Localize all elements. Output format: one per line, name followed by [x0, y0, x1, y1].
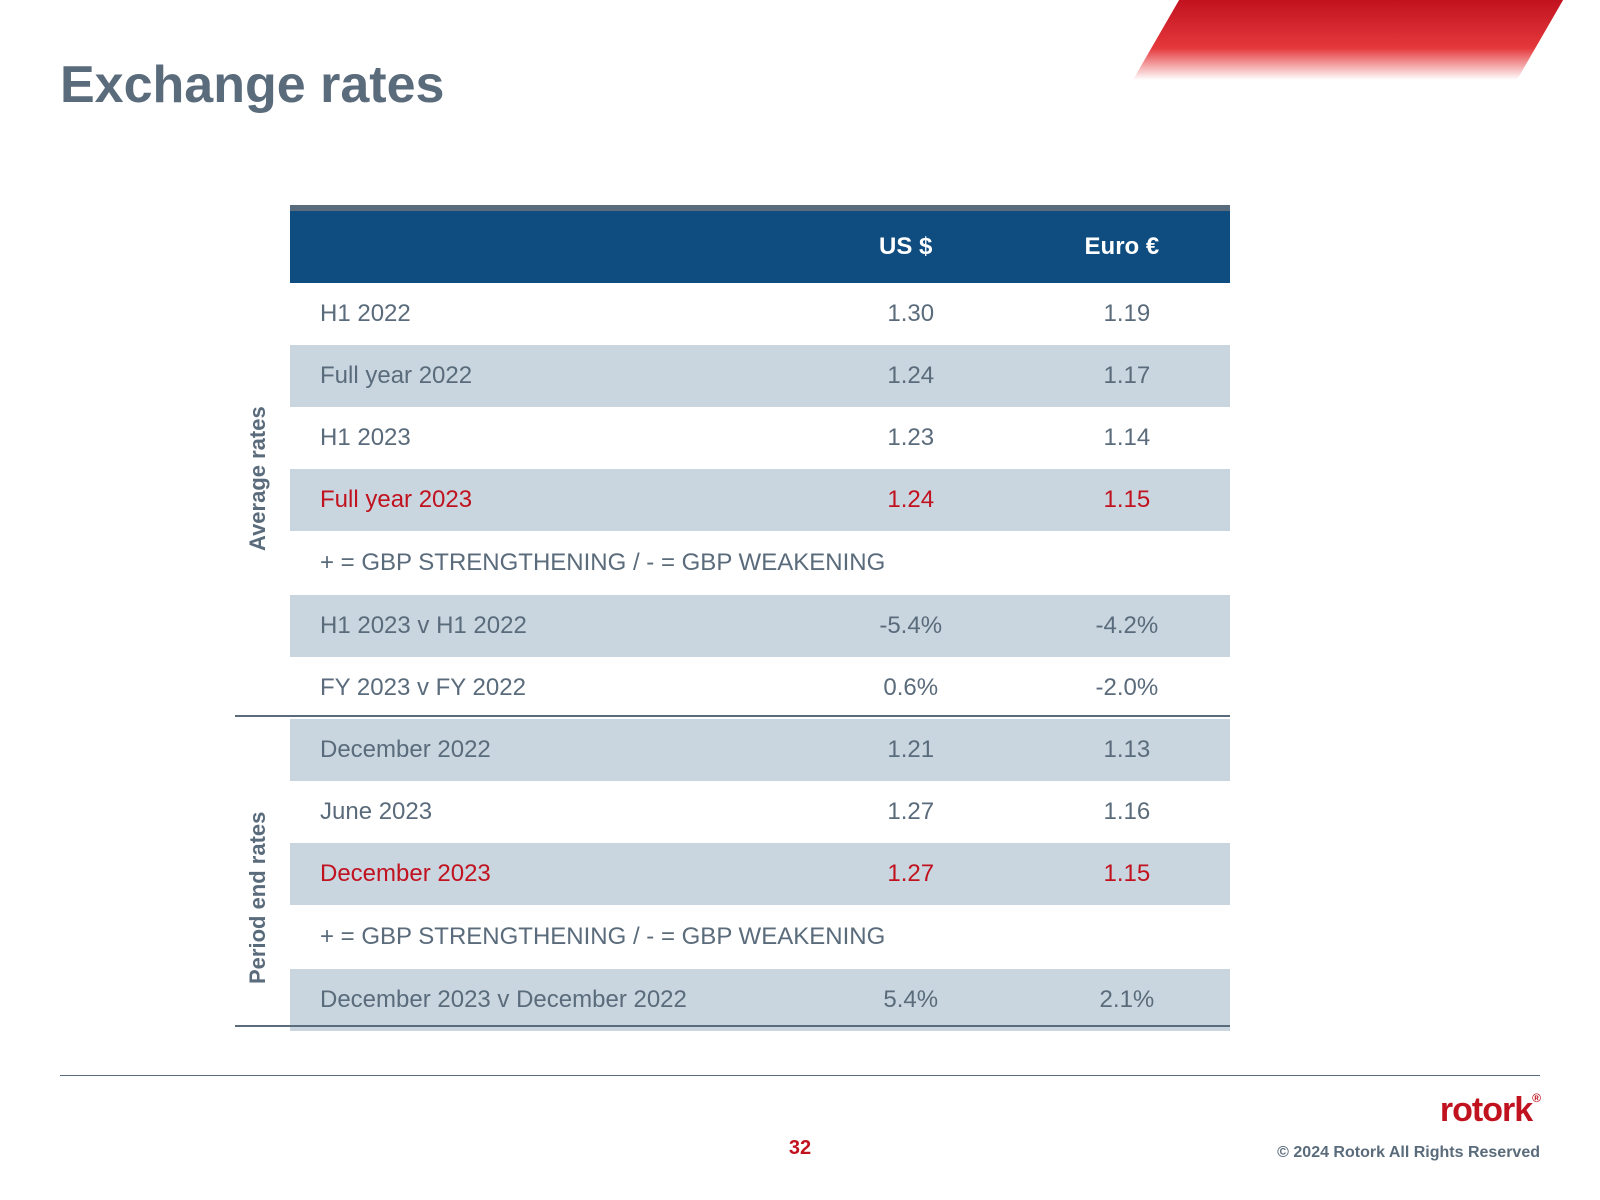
section-label-period: Period end rates — [245, 735, 271, 1060]
table-row: December 20221.211.13 — [290, 719, 1230, 781]
table-header: US $ Euro € — [290, 208, 1230, 283]
chevron-decoration — [1162, 0, 1540, 120]
table-row: December 2023 v December 20225.4%2.1% — [290, 969, 1230, 1031]
table-row: June 20231.271.16 — [290, 781, 1230, 843]
table-row: Full year 20221.241.17 — [290, 345, 1230, 407]
footer-divider — [60, 1075, 1540, 1076]
table-row: H1 20221.301.19 — [290, 283, 1230, 345]
copyright-text: © 2024 Rotork All Rights Reserved — [1277, 1144, 1540, 1162]
table-note: + = GBP STRENGTHENING / - = GBP WEAKENIN… — [290, 531, 1230, 595]
table-row: FY 2023 v FY 20220.6%-2.0% — [290, 657, 1230, 719]
table-row: H1 20231.231.14 — [290, 407, 1230, 469]
page-title: Exchange rates — [60, 55, 444, 115]
table-row: Full year 20231.241.15 — [290, 469, 1230, 531]
brand-logo: rotork® — [1440, 1091, 1540, 1130]
section-label-average: Average rates — [245, 289, 271, 669]
table-note: + = GBP STRENGTHENING / - = GBP WEAKENIN… — [290, 905, 1230, 969]
exchange-rates-table: Average rates Period end rates US $ Euro… — [290, 205, 1230, 1031]
table-row: H1 2023 v H1 2022-5.4%-4.2% — [290, 595, 1230, 657]
table-row: December 20231.271.15 — [290, 843, 1230, 905]
